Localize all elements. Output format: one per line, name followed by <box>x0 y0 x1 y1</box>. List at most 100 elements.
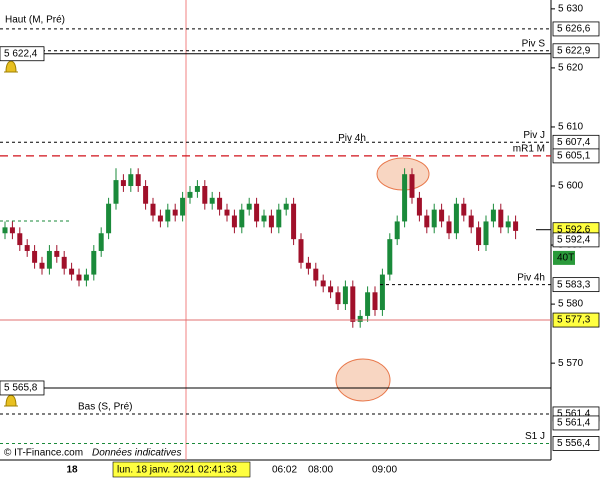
candle-body <box>180 197 186 216</box>
candle-body <box>113 180 119 204</box>
level-box <box>0 380 45 396</box>
candle-body <box>409 174 415 198</box>
level-box <box>552 277 600 293</box>
level-label: Piv 4h <box>517 272 545 283</box>
candle-body <box>157 215 163 222</box>
candle-body <box>17 233 23 246</box>
footer: © IT-Finance.com <box>4 448 83 459</box>
candle-body <box>328 286 334 293</box>
candle-body <box>453 203 459 234</box>
candle-body <box>209 197 215 204</box>
level-label: S1 J <box>525 431 545 442</box>
candle-body <box>120 180 126 187</box>
candle-body <box>483 221 489 246</box>
candle-body <box>165 209 171 222</box>
y-tick-label: 5 630 <box>558 3 583 14</box>
x-tick-label: 06:02 <box>272 465 297 476</box>
level-box <box>552 312 600 328</box>
candle-body <box>187 191 193 198</box>
x-tick-label: 18 <box>66 465 78 476</box>
level-box-text: 5 622,4 <box>4 48 38 59</box>
bid-price-box <box>552 232 600 248</box>
candle-body <box>394 221 400 240</box>
candle-body <box>461 203 467 216</box>
crosshair-time-box <box>112 461 251 478</box>
candle-body <box>135 174 141 187</box>
level-box-text: 5 565,8 <box>4 383 38 394</box>
candle-body <box>416 197 422 216</box>
candle-body <box>172 209 178 216</box>
level-box-text: 5 622,9 <box>557 45 591 56</box>
candle-body <box>261 215 267 222</box>
candle-body <box>83 274 89 281</box>
level-box <box>552 415 600 431</box>
last-price-box-text: 5 592,6 <box>557 224 591 235</box>
level-label: Piv S <box>522 38 546 49</box>
candle-body <box>69 268 75 275</box>
level-label: Bas (S, Pré) <box>78 402 132 413</box>
y-tick-label: 5 620 <box>558 63 583 74</box>
candle-body <box>54 250 60 257</box>
bid-price-box-text: 5 592,4 <box>557 235 591 246</box>
candle-body <box>217 197 223 210</box>
candle-body <box>379 274 385 311</box>
level-box <box>552 436 600 451</box>
candle-body <box>283 203 289 210</box>
level-note: Piv 4h <box>338 133 366 144</box>
candle-body <box>468 215 474 228</box>
candle-body <box>505 221 511 228</box>
candle-body <box>439 209 445 222</box>
candle-body <box>372 292 378 311</box>
level-box-text: 5 583,3 <box>557 279 591 290</box>
level-label: mR1 M <box>513 144 545 155</box>
x-tick-label: lun. 18 janv. 2021 02:41:33 <box>117 465 237 476</box>
candle-body <box>143 186 149 204</box>
level-label: Haut (M, Pré) <box>5 15 65 26</box>
candle-body <box>276 209 282 228</box>
candle-body <box>106 203 112 234</box>
candle-body <box>357 315 363 322</box>
candle-body <box>313 268 319 281</box>
candle-body <box>150 203 156 216</box>
candle-body <box>291 203 297 240</box>
candle-body <box>298 239 304 263</box>
timer: 40T <box>557 253 574 264</box>
candle-body <box>239 209 245 228</box>
candle-body <box>46 250 52 269</box>
candle-body <box>202 186 208 204</box>
candle-body <box>402 174 408 222</box>
level-box-text: 5 626,6 <box>557 24 591 35</box>
candle-body <box>350 286 356 322</box>
candle-body <box>98 233 104 251</box>
candle-body <box>320 280 326 287</box>
candle-body <box>254 203 260 222</box>
candle-body <box>39 262 45 269</box>
candle-body <box>490 209 496 222</box>
highlight <box>335 358 391 402</box>
candle-body <box>246 203 252 210</box>
candle-body <box>498 209 504 228</box>
level-box-text: 5 561,4 <box>557 409 591 420</box>
candle-body <box>342 286 348 305</box>
candle-body <box>513 221 519 231</box>
candle-body <box>128 174 134 187</box>
level-box <box>0 46 45 62</box>
candle-body <box>32 250 38 263</box>
candle-body <box>305 262 311 269</box>
y-tick-label: 5 580 <box>558 299 583 310</box>
level-box-text: 5 561,4 <box>557 418 591 429</box>
x-tick-label: 09:00 <box>372 465 397 476</box>
candle-body <box>476 227 482 246</box>
candle-body <box>194 186 200 192</box>
candle-body <box>387 239 393 275</box>
level-box <box>552 43 600 59</box>
candle-body <box>2 227 8 234</box>
candle-body <box>9 227 15 234</box>
footer-note: Données indicatives <box>92 448 182 459</box>
y-tick-label: 5 570 <box>558 358 583 369</box>
level-box-text: 5 607,4 <box>557 137 591 148</box>
level-box <box>552 148 600 164</box>
candle-body <box>224 209 230 216</box>
